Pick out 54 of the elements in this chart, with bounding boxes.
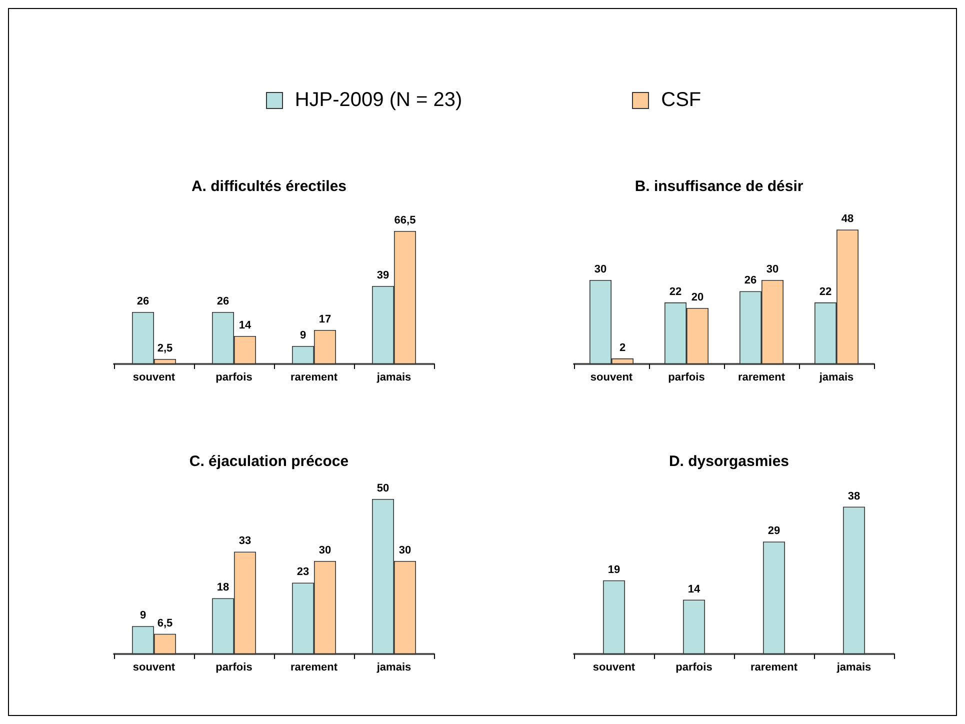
chart-title: C. éjaculation précoce [189,453,349,470]
data-label: 23 [296,566,310,578]
data-label: 22 [819,286,832,298]
data-label: 22 [669,286,682,298]
data-label: 39 [376,270,390,282]
chart-title: B. insuffisance de désir [634,178,804,195]
data-label: 9 [300,330,306,342]
data-label: 66,5 [394,214,416,226]
x-tick-label: rarement [290,662,338,674]
data-label: 14 [688,583,701,596]
data-label: 26 [136,296,150,308]
x-tick-label: rarement [290,372,338,384]
x-tick-label: jamais [818,372,854,384]
x-tick-label: jamais [376,372,412,384]
data-label: 20 [691,292,704,304]
data-label: 17 [318,314,332,326]
data-label: 48 [841,213,854,226]
data-label: 30 [398,544,412,556]
legend-label: CSF [661,89,702,112]
bar [763,542,785,654]
x-tick-label: souvent [132,372,176,384]
data-label: 18 [216,582,230,594]
x-tick-label: parfois [216,662,252,674]
x-tick-label: parfois [216,372,252,384]
data-label: 30 [766,264,779,276]
x-tick-label: souvent [592,662,636,674]
data-label: 29 [768,525,780,538]
data-label: 19 [608,564,620,576]
data-label: 6,5 [157,617,173,630]
bar [683,600,705,654]
x-tick-label: souvent [132,662,176,674]
bar [843,506,865,654]
data-label: 33 [238,535,252,548]
legend-label: HJP-2009 (N = 23) [294,89,462,112]
data-label: 38 [848,490,860,502]
x-tick-label: rarement [738,372,786,384]
chart-title: A. difficultés érectiles [191,178,347,195]
data-label: 30 [318,544,332,556]
data-label: 14 [238,320,252,332]
data-label: 26 [744,274,757,287]
x-tick-label: jamais [836,662,872,674]
data-label: 2 [619,342,626,354]
x-tick-label: rarement [750,662,798,674]
data-label: 26 [216,296,230,308]
bar [603,580,625,654]
data-label: 2,5 [157,342,173,354]
chart-title: D. dysorgasmies [668,453,790,470]
x-tick-label: parfois [676,662,712,674]
x-tick-label: jamais [376,662,412,674]
x-tick-label: parfois [668,372,705,384]
data-label: 50 [376,482,390,494]
data-label: 30 [594,264,607,276]
x-tick-label: souvent [590,372,633,384]
data-label: 9 [140,610,146,622]
